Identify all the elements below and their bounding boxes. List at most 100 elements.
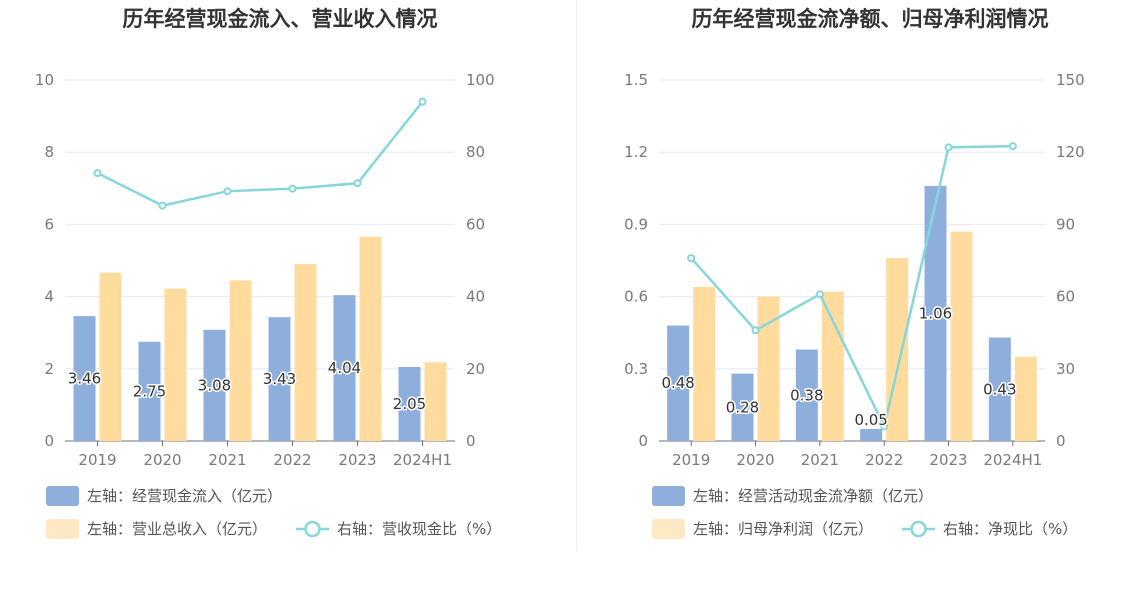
chart-1-line-point — [288, 184, 297, 193]
chart-1-y-left-tick-label: 10 — [35, 71, 54, 89]
chart-2-y-right-tick-label: 0 — [1056, 432, 1066, 450]
chart-2-bar-series-1 — [731, 373, 754, 441]
chart-1-x-tick-label: 2022 — [273, 451, 311, 469]
chart-2-legend-swatch-1 — [652, 486, 685, 506]
chart-1-y-right-tick-label: 0 — [466, 432, 476, 450]
chart-2-y-right-tick-label: 60 — [1056, 288, 1075, 306]
chart-2-bar-series-2 — [1014, 356, 1037, 441]
chart-1-legend-swatch-2 — [46, 519, 79, 539]
chart-1-data-label: 3.46 — [68, 370, 101, 388]
chart-1-y-right-tick-label: 100 — [466, 71, 495, 89]
chart-2-x-tick-label: 2024H1 — [983, 451, 1042, 469]
chart-2-bar-series-1 — [924, 185, 947, 441]
chart-2-bar-series-1 — [795, 349, 818, 441]
chart-1-bar-series-2 — [294, 264, 317, 441]
chart-2-bar-series-2 — [821, 291, 844, 441]
chart-1-line-point — [353, 179, 362, 188]
chart-2-legend-label-3: 右轴：净现比（%） — [943, 520, 1077, 538]
chart-2-line-point — [880, 422, 889, 431]
chart-1-bar-series-1 — [268, 317, 291, 441]
chart-1-line-point — [418, 97, 427, 106]
chart-1-data-label: 3.43 — [263, 370, 296, 388]
chart-1-legend: 左轴：经营现金流入（亿元） 左轴：营业总收入（亿元） 右轴：营收现金比（%） — [46, 486, 501, 539]
chart-2-legend-label-2: 左轴：归母净利润（亿元） — [693, 520, 873, 538]
chart-2-x-tick-label: 2023 — [929, 451, 967, 469]
chart-1-line-point — [93, 169, 102, 178]
chart-2-legend-line-marker — [910, 520, 927, 538]
chart-2-legend-label-1: 左轴：经营活动现金流净额（亿元） — [693, 487, 933, 505]
chart-2-line-point — [687, 254, 696, 263]
chart-1-bar-series-1 — [73, 316, 96, 441]
chart-1-bar-series-2 — [164, 288, 187, 441]
chart-1-y-left-tick-label: 8 — [44, 143, 54, 161]
chart-2-line-series — [690, 144, 1013, 431]
chart-2: 历年经营现金流净额、归母净利润情况 0 0 0.3 30 0.6 60 0.9 90 1.2 120… — [624, 7, 1085, 539]
chart-2-y-left-tick-label: 0.9 — [624, 215, 648, 233]
chart-1-data-label: 2.75 — [133, 382, 166, 400]
chart-1-bar-series-1 — [333, 295, 356, 441]
chart-1: 历年经营现金流入、营业收入情况 0 0 2 20 4 40 6 60 8 80 10 100 2019 20… — [35, 7, 501, 539]
chart-1-legend-label-1: 左轴：经营现金流入（亿元） — [87, 487, 282, 505]
chart-1-y-left-tick-label: 4 — [44, 288, 54, 306]
chart-1-legend-label-3: 右轴：营收现金比（%） — [337, 520, 501, 538]
chart-2-bar-series-2 — [757, 296, 780, 441]
chart-2-data-label: 0.38 — [790, 386, 823, 404]
chart-2-bar-series-2 — [886, 258, 909, 441]
chart-2-line-point — [944, 143, 953, 152]
chart-1-y-right-tick-label: 20 — [466, 360, 485, 378]
chart-2-x-tick-label: 2020 — [736, 451, 774, 469]
chart-1-legend-label-2: 左轴：营业总收入（亿元） — [87, 520, 267, 538]
chart-2-y-right-tick-label: 120 — [1056, 143, 1085, 161]
chart-1-y-right-tick-label: 80 — [466, 143, 485, 161]
chart-1-data-label: 4.04 — [328, 359, 361, 377]
chart-2-y-left-tick-label: 1.5 — [624, 71, 648, 89]
chart-2-bar-series-1 — [667, 325, 690, 441]
chart-2-line-point — [1008, 142, 1017, 151]
chart-1-bar-series-1 — [203, 329, 226, 441]
chart-2-y-right-tick-label: 30 — [1056, 360, 1075, 378]
chart-1-x-tick-label: 2019 — [78, 451, 116, 469]
chart-2-data-label: 0.43 — [983, 380, 1016, 398]
chart-1-line-series — [96, 100, 424, 207]
chart-2-data-label: 0.48 — [661, 374, 694, 392]
chart-1-bar-series-1 — [398, 366, 421, 441]
chart-1-bar-series-1 — [138, 341, 161, 441]
chart-1-data-label: 3.08 — [198, 376, 231, 394]
chart-2-x-tick-label: 2021 — [801, 451, 839, 469]
chart-2-bar-series-2 — [950, 231, 973, 441]
chart-1-y-left-tick-label: 0 — [44, 432, 54, 450]
chart-1-y-left-tick-label: 2 — [44, 360, 54, 378]
chart-1-bar-series-2 — [424, 362, 447, 441]
chart-1-x-tick-label: 2020 — [143, 451, 181, 469]
chart-2-bar-series-1 — [988, 337, 1011, 441]
chart-2-title: 历年经营现金流净额、归母净利润情况 — [692, 7, 1049, 31]
chart-2-y-left-tick-label: 0 — [638, 432, 648, 450]
chart-2-y-left-tick-label: 0.3 — [624, 360, 648, 378]
chart-2-y-left-tick-label: 0.6 — [624, 288, 648, 306]
chart-2-bar-series-1 — [860, 428, 883, 441]
chart-2-x-tick-label: 2022 — [865, 451, 903, 469]
chart-1-bar-series-2 — [359, 236, 382, 441]
chart-2-line-point — [751, 326, 760, 335]
chart-2-data-label: 1.06 — [919, 304, 952, 322]
chart-2-y-left-tick-label: 1.2 — [624, 143, 648, 161]
chart-1-bar-series-2 — [229, 280, 252, 441]
chart-2-line-point — [815, 290, 824, 299]
chart-1-line-point — [223, 187, 232, 196]
panel-divider — [576, 0, 577, 550]
chart-1-legend-line-marker — [304, 520, 321, 538]
chart-1-bar-series-2 — [99, 272, 122, 441]
chart-2-legend-swatch-2 — [652, 519, 685, 539]
chart-2-data-label: 0.05 — [854, 411, 887, 429]
chart-2-x-tick-label: 2019 — [672, 451, 710, 469]
chart-1-title: 历年经营现金流入、营业收入情况 — [123, 7, 438, 31]
chart-2-bar-series-2 — [693, 286, 716, 441]
chart-1-data-label: 2.05 — [393, 395, 426, 413]
chart-1-x-tick-label: 2024H1 — [393, 451, 452, 469]
chart-2-y-right-tick-label: 150 — [1056, 71, 1085, 89]
chart-1-y-right-tick-label: 40 — [466, 288, 485, 306]
chart-2-legend: 左轴：经营活动现金流净额（亿元） 左轴：归母净利润（亿元） 右轴：净现比（%） — [652, 486, 1077, 539]
chart-1-y-right-tick-label: 60 — [466, 215, 485, 233]
